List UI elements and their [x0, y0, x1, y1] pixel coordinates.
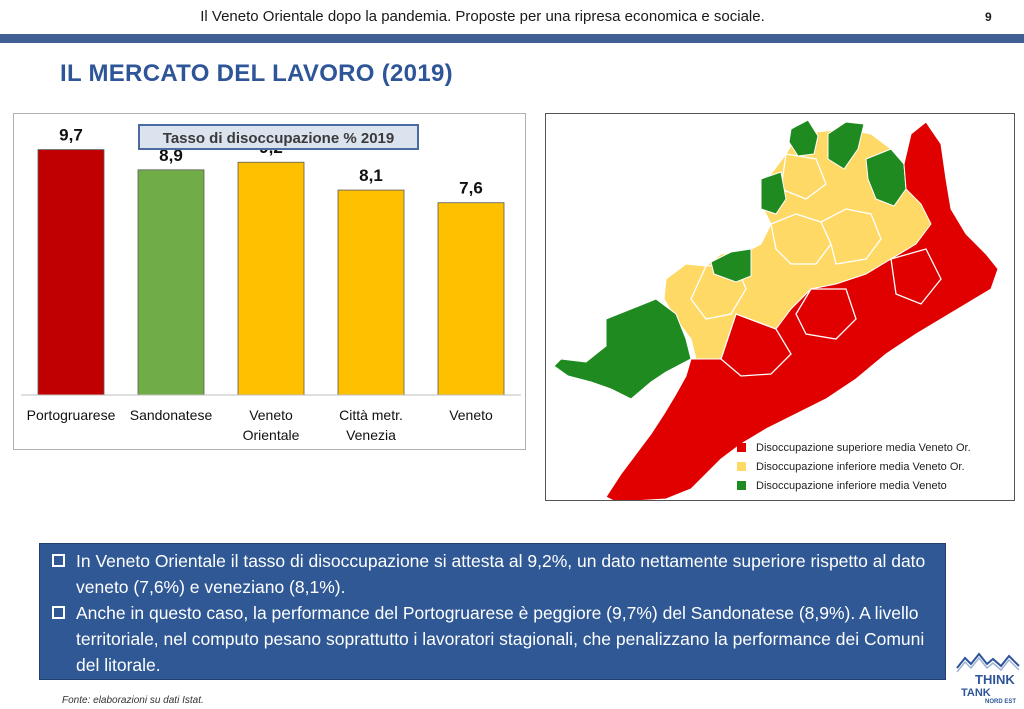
category-label: Sandonatese	[130, 407, 213, 423]
category-label: Orientale	[243, 427, 300, 443]
summary-bullet: In Veneto Orientale il tasso di disoccup…	[50, 548, 935, 600]
map-region-green-west	[553, 298, 692, 400]
summary-bullet-text: Anche in questo caso, la performance del…	[76, 603, 925, 675]
map-legend-item: Disoccupazione superiore media Veneto Or…	[737, 438, 971, 457]
map-region-red-inner-b	[795, 288, 857, 340]
category-label: Portogruarese	[27, 407, 116, 423]
map-region-green-center	[710, 248, 752, 283]
page-title: IL MERCATO DEL LAVORO (2019)	[60, 60, 453, 87]
summary-box: In Veneto Orientale il tasso di disoccup…	[39, 543, 946, 680]
bar-3	[337, 189, 405, 396]
checkbox-bullet-icon	[52, 606, 65, 619]
category-label: Veneto	[449, 407, 493, 423]
logo-mountain-icon	[956, 652, 1020, 669]
bar-1	[137, 169, 205, 396]
bar-4	[437, 202, 505, 396]
map-legend-item: Disoccupazione inferiore media Veneto	[737, 476, 971, 495]
map-region-green-mid	[760, 171, 787, 215]
legend-label: Disoccupazione inferiore media Veneto Or…	[756, 460, 965, 473]
logo-nord-est: NORD EST	[985, 699, 1016, 705]
legend-swatch-green	[737, 481, 746, 490]
map-region-red-inner-a	[720, 313, 792, 377]
map-region-red-inner-c	[890, 248, 942, 305]
legend-swatch-yellow	[737, 462, 746, 471]
summary-bullet-text: In Veneto Orientale il tasso di disoccup…	[76, 551, 926, 597]
bar-value-label: 8,1	[359, 166, 383, 185]
header-title: Il Veneto Orientale dopo la pandemia. Pr…	[200, 8, 765, 25]
map-region-yellow-a	[770, 213, 832, 265]
bar-value-label: 9,7	[59, 126, 83, 145]
header-bar	[0, 34, 1024, 43]
bar-chart: 9,7Portogruarese8,9Sandonatese9,2VenetoO…	[13, 113, 526, 450]
category-label: Veneto	[249, 407, 293, 423]
map-region-green-north-2	[827, 121, 865, 170]
legend-label: Disoccupazione superiore media Veneto Or…	[756, 441, 971, 454]
map-legend-item: Disoccupazione inferiore media Veneto Or…	[737, 457, 971, 476]
map-region-green-ne	[865, 148, 907, 207]
category-label: Città metr.	[339, 407, 403, 423]
bar-2	[237, 161, 305, 396]
bar-chart-svg: 9,7Portogruarese8,9Sandonatese9,2VenetoO…	[21, 126, 521, 443]
veneto-orientale-map	[553, 119, 999, 500]
think-tank-logo: THINK TANK NORD EST	[956, 652, 1020, 705]
logo-mountain-icon-2	[956, 656, 1020, 673]
chart-title: Tasso di disoccupazione % 2019	[138, 124, 419, 150]
footnote: Fonte: elaborazioni su dati Istat.	[62, 695, 204, 706]
bar-0	[37, 149, 105, 396]
bar-value-label: 7,6	[459, 179, 483, 198]
legend-swatch-red	[737, 443, 746, 452]
map-region-yellow-b	[820, 208, 882, 265]
bar-value-label: 8,9	[159, 146, 183, 165]
checkbox-bullet-icon	[52, 554, 65, 567]
summary-bullet: Anche in questo caso, la performance del…	[50, 600, 935, 678]
page-number: 9	[985, 10, 992, 24]
logo-tank: TANK	[961, 687, 991, 699]
map-panel: Disoccupazione superiore media Veneto Or…	[545, 113, 1015, 501]
legend-label: Disoccupazione inferiore media Veneto	[756, 479, 947, 492]
map-region-green-north	[788, 119, 819, 157]
logo-think: THINK	[975, 672, 1015, 687]
map-legend-list: Disoccupazione superiore media Veneto Or…	[737, 438, 971, 495]
category-label: Venezia	[346, 427, 396, 443]
